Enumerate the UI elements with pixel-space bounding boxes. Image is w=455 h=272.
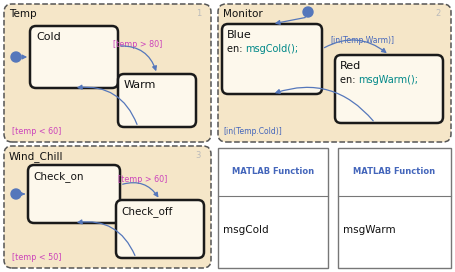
Text: [in(Temp.Warm)]: [in(Temp.Warm)]	[330, 36, 394, 45]
FancyBboxPatch shape	[28, 165, 120, 223]
FancyBboxPatch shape	[218, 148, 328, 268]
FancyBboxPatch shape	[338, 148, 451, 268]
Text: [temp > 80]: [temp > 80]	[113, 40, 162, 49]
FancyBboxPatch shape	[118, 74, 196, 127]
Text: [temp < 50]: [temp < 50]	[12, 253, 61, 262]
Circle shape	[11, 189, 21, 199]
Text: msgCold: msgCold	[223, 225, 268, 234]
Text: Temp: Temp	[9, 9, 36, 19]
Text: MATLAB Function: MATLAB Function	[232, 168, 314, 177]
Text: Wind_Chill: Wind_Chill	[9, 151, 64, 162]
Text: Check_off: Check_off	[121, 206, 172, 217]
Circle shape	[11, 52, 21, 62]
FancyBboxPatch shape	[218, 4, 451, 142]
FancyBboxPatch shape	[335, 55, 443, 123]
Text: msgCold();: msgCold();	[245, 44, 298, 54]
Text: 2: 2	[436, 9, 441, 18]
FancyBboxPatch shape	[30, 26, 118, 88]
Text: Blue: Blue	[227, 30, 252, 40]
Text: [temp > 60]: [temp > 60]	[118, 175, 167, 184]
Text: en:: en:	[340, 75, 359, 85]
Text: msgWarm();: msgWarm();	[358, 75, 418, 85]
Text: MATLAB Function: MATLAB Function	[354, 168, 435, 177]
Text: Check_on: Check_on	[33, 171, 84, 182]
FancyBboxPatch shape	[222, 24, 322, 94]
Text: [temp < 60]: [temp < 60]	[12, 127, 61, 136]
Circle shape	[303, 7, 313, 17]
Text: 1: 1	[196, 9, 201, 18]
FancyBboxPatch shape	[116, 200, 204, 258]
Text: Warm: Warm	[124, 80, 157, 90]
Text: 3: 3	[196, 151, 201, 160]
Text: en:: en:	[227, 44, 246, 54]
Text: [in(Temp.Cold)]: [in(Temp.Cold)]	[223, 127, 282, 136]
FancyBboxPatch shape	[4, 4, 211, 142]
Text: Red: Red	[340, 61, 361, 71]
Text: Cold: Cold	[36, 32, 61, 42]
Text: msgWarm: msgWarm	[343, 225, 396, 234]
Text: Monitor: Monitor	[223, 9, 263, 19]
FancyBboxPatch shape	[4, 146, 211, 268]
